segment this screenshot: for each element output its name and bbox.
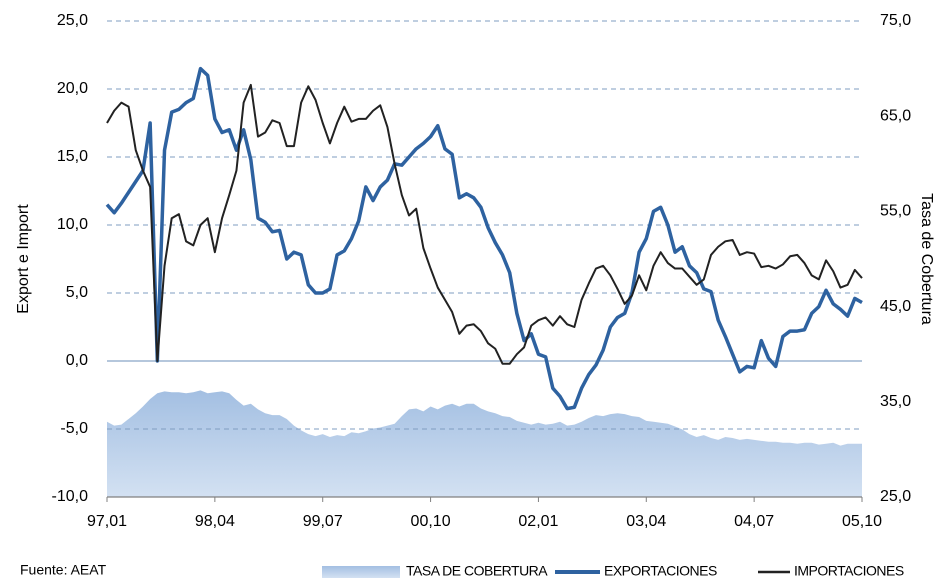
y-tick-label: 5,0	[66, 284, 88, 301]
x-tick-label: 99,07	[303, 513, 343, 530]
line	[106, 83, 863, 365]
y-tick-label: 10,0	[57, 216, 88, 233]
x-tick-label: 04,07	[734, 513, 774, 530]
source-note: Fuente: AEAT	[20, 562, 107, 578]
y-tick-label: -10,0	[52, 488, 89, 505]
area	[107, 390, 862, 497]
y2-tick-label: 75,0	[880, 12, 911, 29]
x-tick-label: 97,01	[87, 513, 127, 530]
y2-axis-title: Tasa de Cobertura	[918, 193, 935, 325]
y-tick-label: 20,0	[57, 80, 88, 97]
y-tick-label: 0,0	[66, 352, 88, 369]
y-tick-label: 15,0	[57, 148, 88, 165]
line	[105, 66, 863, 411]
x-tick-label: 05,10	[842, 513, 882, 530]
legend-label: EXPORTACIONES	[604, 563, 717, 579]
x-tick-label: 98,04	[195, 513, 235, 530]
y2-tick-label: 55,0	[880, 203, 911, 220]
y2-tick-label: 25,0	[880, 488, 911, 505]
x-tick-label: 00,10	[411, 513, 451, 530]
y-tick-label: 25,0	[57, 12, 88, 29]
y2-tick-label: 45,0	[880, 298, 911, 315]
y2-tick-label: 65,0	[880, 107, 911, 124]
legend-label: IMPORTACIONES	[794, 563, 904, 579]
y2-tick-label: 35,0	[880, 393, 911, 410]
legend-swatch	[322, 566, 400, 578]
x-tick-label: 03,04	[626, 513, 666, 530]
legend-label: TASA DE COBERTURA	[406, 563, 548, 579]
y-tick-label: -5,0	[60, 420, 88, 437]
x-tick-label: 02,01	[518, 513, 558, 530]
y-axis-title: Export e Import	[15, 204, 32, 314]
